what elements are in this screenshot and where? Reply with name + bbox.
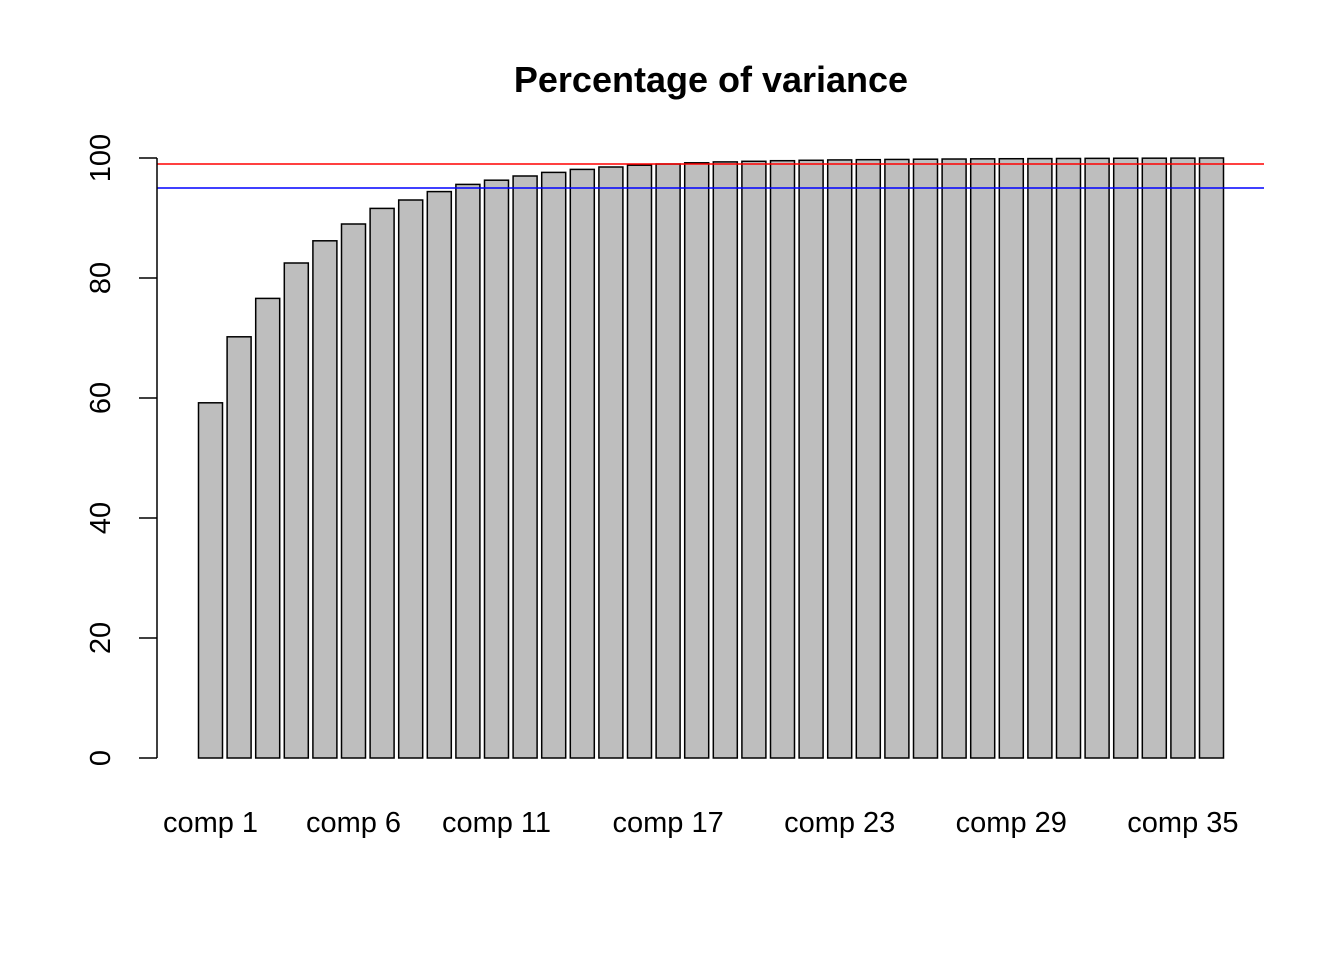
bar-comp-24 <box>855 158 882 759</box>
x-axis-labels: comp 1 comp 6 comp 11 comp 17 comp 23 comp 29… <box>163 807 1239 839</box>
bar-comp-1 <box>197 402 224 759</box>
bar-comp-13 <box>540 171 567 759</box>
bar-comp-18 <box>683 162 710 759</box>
bar-comp-12 <box>512 175 538 759</box>
bar-comp-14 <box>569 168 596 759</box>
bar-comp-25 <box>884 158 910 759</box>
x-tick-label-comp-35: comp 35 <box>1127 807 1238 839</box>
bar-comp-6 <box>340 223 367 759</box>
bar-comp-9 <box>426 190 453 759</box>
y-tick-label-20: 20 <box>85 622 117 654</box>
bar-comp-28 <box>969 158 996 759</box>
x-tick-label-comp-1: comp 1 <box>163 807 258 839</box>
bar-comp-7 <box>369 207 395 759</box>
bar-comp-15 <box>598 166 624 759</box>
bar-comp-4 <box>283 262 310 759</box>
bar-comp-8 <box>397 199 424 759</box>
bar-group <box>197 157 1225 759</box>
bar-comp-16 <box>626 164 653 759</box>
y-tick-label-40: 40 <box>85 502 117 534</box>
reference-line-group <box>157 163 1264 189</box>
bar-comp-11 <box>483 179 510 759</box>
bar-comp-33 <box>1112 157 1139 759</box>
x-tick-label-comp-23: comp 23 <box>784 807 895 839</box>
bar-comp-22 <box>798 159 824 759</box>
bar-comp-23 <box>826 159 853 759</box>
bar-comp-5 <box>312 240 338 759</box>
bar-comp-30 <box>1027 157 1053 759</box>
x-tick-label-comp-11: comp 11 <box>442 807 551 839</box>
x-tick-label-comp-29: comp 29 <box>956 807 1067 839</box>
bar-comp-20 <box>741 160 767 759</box>
bar-comp-31 <box>1055 157 1082 759</box>
bar-comp-19 <box>712 161 739 759</box>
bar-comp-32 <box>1084 157 1110 759</box>
y-tick-label-100: 100 <box>85 134 117 182</box>
bar-comp-35 <box>1170 157 1196 759</box>
bar-comp-27 <box>941 158 967 759</box>
bar-comp-2 <box>226 336 252 759</box>
x-tick-label-comp-17: comp 17 <box>612 807 723 839</box>
x-tick-label-comp-6: comp 6 <box>306 807 401 839</box>
bar-comp-34 <box>1141 157 1168 759</box>
bar-comp-17 <box>655 163 681 759</box>
bar-comp-10 <box>455 183 481 759</box>
bar-comp-21 <box>769 159 796 759</box>
bar-comp-36 <box>1198 157 1225 759</box>
bar-comp-26 <box>912 158 939 759</box>
y-axis: 0 20 40 60 80 100 <box>85 134 158 766</box>
y-tick-label-60: 60 <box>85 382 117 414</box>
chart-title: Percentage of variance <box>514 59 908 100</box>
bar-comp-3 <box>254 297 281 759</box>
bar-comp-29 <box>998 157 1025 759</box>
y-tick-label-80: 80 <box>85 262 117 294</box>
y-tick-label-0: 0 <box>85 750 117 766</box>
